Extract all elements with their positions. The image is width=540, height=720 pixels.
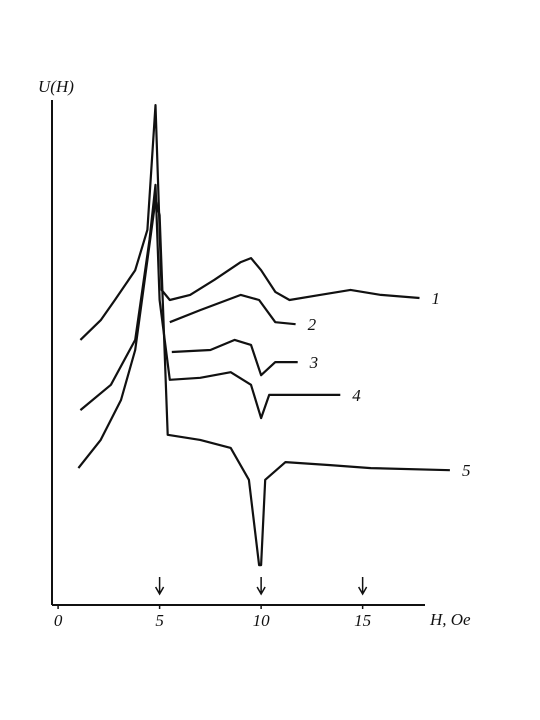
- curve: [79, 104, 420, 341]
- curve: [77, 198, 450, 567]
- arrow-marker: [357, 577, 368, 596]
- x-axis-label: H, Oe: [429, 610, 471, 629]
- curve-label: 4: [352, 386, 361, 405]
- x-tick-label: 5: [155, 611, 164, 630]
- curve-label: 5: [462, 461, 471, 480]
- arrow-marker: [154, 577, 165, 596]
- arrow-marker: [256, 577, 266, 596]
- y-axis-label: U(H): [38, 77, 74, 96]
- x-tick-label: 15: [354, 611, 371, 630]
- curve-label: 3: [309, 353, 319, 372]
- curve: [169, 293, 296, 326]
- x-tick-label: 10: [253, 611, 271, 630]
- curve-label: 2: [308, 315, 317, 334]
- curve: [79, 183, 341, 420]
- curve-label: 1: [431, 289, 440, 308]
- curve: [171, 338, 298, 377]
- x-tick-label: 0: [54, 611, 63, 630]
